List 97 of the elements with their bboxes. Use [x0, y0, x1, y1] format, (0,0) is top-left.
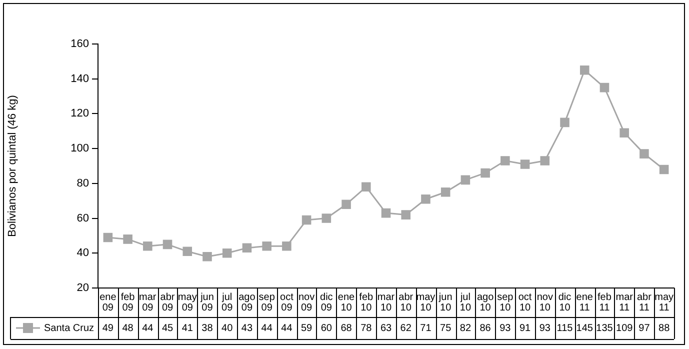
x-tick-label: jun 09 — [200, 292, 214, 314]
point — [222, 248, 232, 258]
data-label: 78 — [360, 322, 372, 334]
point — [560, 118, 570, 128]
x-tick-label: mar 10 — [377, 292, 396, 314]
data-label: 44 — [142, 322, 154, 334]
x-tick-label: may 11 — [654, 292, 674, 314]
point — [421, 194, 430, 204]
data-label: 93 — [500, 322, 512, 334]
data-label: 45 — [162, 322, 174, 334]
point — [282, 242, 292, 251]
point — [620, 128, 629, 138]
y-tick-label: 120 — [70, 108, 89, 120]
point — [520, 160, 530, 169]
data-label: 60 — [320, 322, 332, 334]
point — [401, 210, 410, 220]
y-tick-label: 160 — [70, 38, 89, 50]
x-tick-label: oct 10 — [518, 292, 532, 314]
point — [381, 208, 391, 218]
point — [342, 200, 351, 209]
point — [262, 242, 272, 251]
data-label: 135 — [596, 322, 614, 334]
data-label: 68 — [340, 322, 352, 334]
point — [103, 232, 113, 242]
data-label: 97 — [638, 322, 650, 334]
x-tick-label: feb 11 — [598, 292, 612, 314]
point — [580, 66, 590, 75]
data-label: 44 — [281, 322, 293, 334]
point — [302, 215, 312, 225]
data-label: 88 — [658, 322, 670, 334]
y-tick-label: 80 — [76, 177, 89, 190]
point — [143, 242, 152, 251]
x-tick-label: dic 09 — [320, 292, 333, 314]
point — [640, 149, 649, 158]
y-tick-label: 140 — [70, 72, 89, 85]
x-tick-label: abr 11 — [636, 292, 652, 314]
x-tick-label: dic 10 — [558, 292, 572, 314]
y-tick-label: 100 — [70, 142, 89, 155]
x-tick-label: mar 09 — [139, 292, 157, 314]
data-label: 38 — [202, 322, 214, 334]
data-label: 63 — [380, 322, 392, 334]
x-tick-label: jul 09 — [221, 292, 234, 314]
point — [600, 82, 610, 92]
point — [162, 240, 172, 250]
x-tick-label: nov 09 — [298, 292, 315, 314]
data-label: 86 — [480, 322, 492, 334]
point — [659, 164, 669, 174]
data-label: 82 — [460, 322, 472, 334]
point — [362, 182, 371, 192]
point — [242, 243, 252, 253]
data-label: 91 — [519, 322, 532, 334]
data-label: 40 — [222, 322, 234, 334]
x-tick-label: ene 11 — [576, 292, 594, 314]
x-tick-label: abr 09 — [160, 292, 176, 314]
x-tick-label: sep 09 — [258, 292, 276, 314]
data-label: 115 — [556, 322, 574, 334]
x-tick-label: ago 09 — [238, 292, 256, 314]
data-label: 48 — [122, 322, 134, 334]
data-label: 49 — [102, 322, 114, 334]
x-tick-label: sep 10 — [497, 292, 514, 314]
point — [202, 252, 212, 262]
y-tick-label: 40 — [76, 247, 89, 260]
y-tick-label: 20 — [76, 282, 89, 294]
x-tick-label: oct 09 — [280, 292, 294, 314]
x-tick-label: ene 09 — [100, 292, 117, 314]
y-axis-title: Bolivianos por quintal (46 kg) — [6, 95, 19, 237]
data-label: 75 — [440, 322, 452, 334]
point — [182, 246, 192, 256]
data-label: 93 — [539, 322, 551, 334]
x-tick-label: feb 09 — [120, 292, 136, 314]
x-tick-label: mar 11 — [616, 292, 634, 314]
data-label: 71 — [420, 322, 432, 334]
point — [322, 214, 332, 223]
data-label: 145 — [576, 322, 594, 334]
x-tick-label: may 10 — [416, 292, 436, 314]
x-tick-label: nov 10 — [536, 292, 553, 314]
point — [500, 156, 510, 166]
legend-label: Santa Cruz — [44, 322, 94, 334]
x-tick-label: ene 10 — [338, 292, 356, 314]
data-label: 59 — [300, 322, 313, 334]
x-tick-label: jun 10 — [438, 292, 452, 314]
x-tick-label: feb 10 — [359, 292, 374, 314]
point — [123, 234, 132, 244]
data-label: 41 — [182, 322, 194, 334]
x-tick-label: may 09 — [178, 292, 197, 314]
x-tick-label: abr 10 — [398, 292, 414, 314]
data-label: 43 — [241, 322, 253, 334]
point — [540, 156, 550, 166]
x-tick-label: ago 10 — [476, 292, 494, 314]
point — [480, 168, 490, 178]
data-label: 62 — [400, 322, 412, 334]
x-tick-label: jul 10 — [459, 292, 472, 314]
data-label: 109 — [616, 322, 634, 334]
data-label: 44 — [261, 322, 273, 334]
point — [460, 175, 470, 185]
y-tick-label: 60 — [76, 212, 89, 224]
point — [440, 188, 450, 197]
